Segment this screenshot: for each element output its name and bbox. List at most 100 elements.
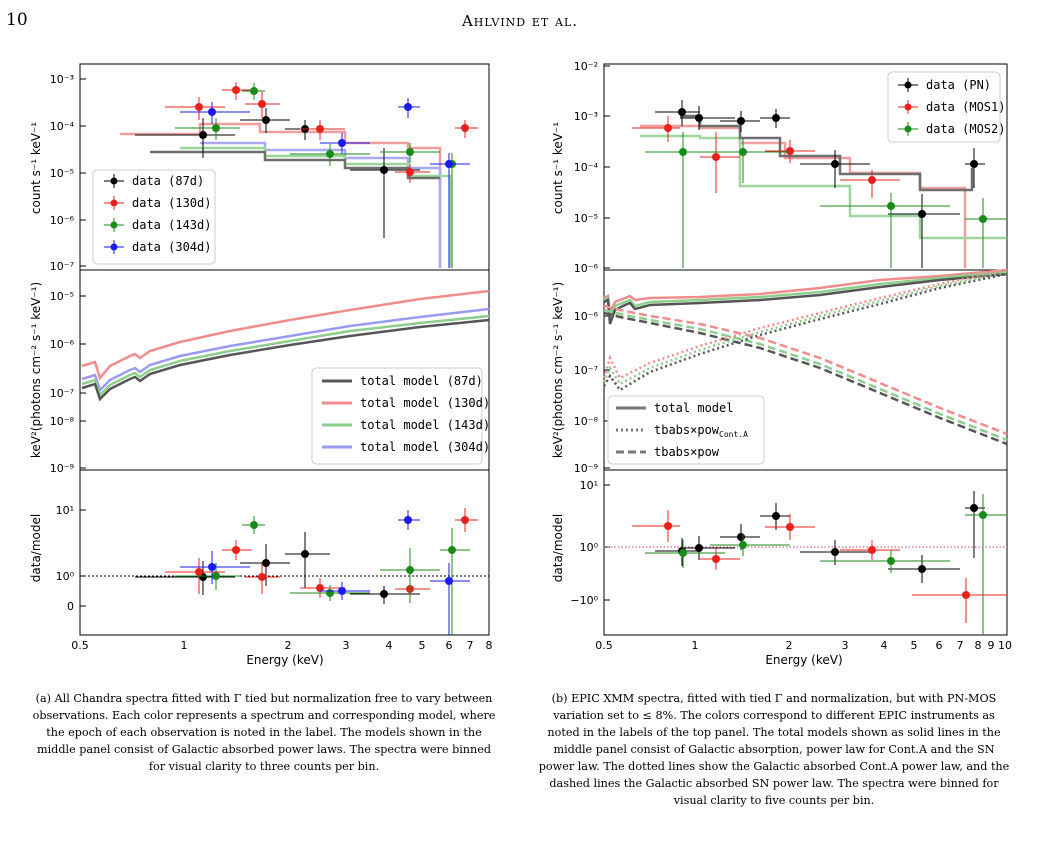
panel-a-ratio-data — [135, 508, 478, 635]
ytick-label: 10⁻³ — [50, 73, 74, 86]
model-curve-87d — [81, 318, 490, 402]
panel-a-data-legend: data (87d) data (130d) data (143d) data … — [92, 169, 216, 265]
panel-b: 10⁻² 10⁻³ 10⁻⁴ 10⁻⁵ 10⁻⁶ 10⁻⁶ 10⁻⁷ 10⁻⁸ … — [551, 60, 1012, 667]
panel-a-xlabel: Energy (keV) — [246, 653, 323, 667]
xtick-label: 0.5 — [71, 639, 89, 652]
xtick-label: 1 — [181, 639, 188, 652]
legend-label: data (MOS2) — [926, 122, 1005, 136]
panel-a-model-legend: total model (87d) total model (130d) tot… — [311, 367, 490, 465]
ytick-label: 10⁻⁷ — [50, 260, 74, 273]
ytick-label: 10⁻⁵ — [574, 212, 598, 225]
model-step-mos2 — [640, 134, 1007, 240]
panel-b-mid-models — [602, 268, 1008, 446]
panel-a-top-ylabel: count s⁻¹ keV⁻¹ — [29, 122, 43, 214]
xtick-label: 9 — [988, 639, 995, 652]
panel-a-mid-ylabel: keV²(photons cm⁻² s⁻¹ keV⁻¹) — [29, 282, 43, 458]
panel-b-mid-ylabel: keV²(photons cm⁻² s⁻¹ keV⁻¹) — [551, 282, 565, 458]
panel-b-top-ylabel: count s⁻¹ keV⁻¹ — [551, 122, 565, 214]
legend-label: total model (130d) — [360, 396, 490, 410]
legend-box — [887, 71, 1001, 143]
legend-box — [311, 367, 483, 465]
ytick-label: 10⁻⁴ — [574, 161, 599, 174]
panel-a: 10⁻³ 10⁻⁴ 10⁻⁵ 10⁻⁶ 10⁻⁷ 10⁻⁵ 10⁻⁶ 10⁻⁷ … — [29, 63, 493, 667]
legend-label: data (130d) — [132, 196, 211, 210]
xtick-label: 2 — [285, 639, 292, 652]
panel-b-top-models — [640, 114, 1007, 268]
panel-a-bot-ylabel: data/model — [29, 514, 43, 582]
panel-a-top-models — [120, 122, 452, 268]
panel-b-bot-frame — [603, 469, 1008, 636]
data-point — [461, 124, 469, 132]
ytick-label: 10⁻⁶ — [50, 214, 75, 227]
xtick-label: 7 — [467, 639, 474, 652]
ytick-label: 10⁻⁶ — [50, 338, 75, 351]
data-point — [404, 103, 412, 111]
xtick-label: 4 — [386, 639, 393, 652]
model-step-304d — [200, 141, 442, 268]
panel-a-mid-yticks: 10⁻⁵ 10⁻⁶ 10⁻⁷ 10⁻⁸ 10⁻⁹ — [50, 290, 86, 475]
xtick-label: 4 — [881, 639, 888, 652]
ytick-label: 10¹ — [580, 479, 598, 492]
xtick-label: 7 — [957, 639, 964, 652]
ytick-label: 10⁰ — [580, 541, 599, 554]
model-curve-304d — [81, 307, 490, 393]
legend-label: total model (304d) — [360, 440, 490, 454]
panel-a-bot-yticks: 10¹ 10⁰ 0 — [56, 504, 86, 613]
ytick-label: 10⁻⁵ — [50, 167, 74, 180]
xtick-label: 6 — [936, 639, 943, 652]
legend-label: total model (87d) — [360, 374, 483, 388]
running-header: 10 Ahlvind et al. — [0, 8, 1040, 32]
panel-b-data-legend: data (PN) data (MOS1) data (MOS2) — [887, 71, 1005, 143]
legend-label: data (MOS1) — [926, 100, 1005, 114]
panel-b-bot-yticks: 10¹ 10⁰ −10⁰ — [570, 479, 610, 607]
data-point — [208, 108, 216, 116]
xtick-label: 3 — [343, 639, 350, 652]
ytick-label: 10⁻⁴ — [50, 120, 75, 133]
data-point — [326, 150, 334, 158]
ytick-label: 10⁻⁹ — [50, 462, 74, 475]
author-header: Ahlvind et al. — [461, 12, 579, 30]
model-conta-pn — [602, 272, 1008, 392]
panel-b-model-legend: total model tbabs×powCont.A tbabs×pow — [607, 395, 765, 465]
xtick-label: 3 — [842, 639, 849, 652]
ytick-label: 10⁻⁷ — [50, 387, 74, 400]
legend-label: tbabs×pow — [654, 445, 720, 459]
model-sn-mos1 — [603, 304, 1008, 436]
ytick-label: 10⁻⁷ — [574, 364, 598, 377]
xtick-label: 8 — [486, 639, 493, 652]
legend-label: data (304d) — [132, 240, 211, 254]
ytick-label: 10⁻⁶ — [574, 262, 599, 275]
data-point — [232, 86, 240, 94]
data-point — [380, 166, 388, 174]
data-point — [262, 116, 270, 124]
model-curve-143d — [81, 314, 490, 398]
panel-b-bot-ylabel: data/model — [551, 514, 565, 582]
data-304d-points — [180, 98, 470, 268]
model-step-87d — [150, 150, 440, 180]
figure: 10⁻³ 10⁻⁴ 10⁻⁵ 10⁻⁶ 10⁻⁷ 10⁻⁵ 10⁻⁶ 10⁻⁷ … — [29, 60, 1012, 667]
panel-a-top-data — [135, 82, 478, 268]
data-point — [212, 124, 220, 132]
panel-b-xlabel: Energy (keV) — [765, 653, 842, 667]
model-sn-pn — [603, 311, 1008, 446]
data-point — [258, 100, 266, 108]
xtick-label: 2 — [786, 639, 793, 652]
model-sn-mos2 — [603, 308, 1008, 442]
model-curve-130d — [81, 289, 490, 381]
ytick-label: 10⁻⁸ — [50, 415, 75, 428]
data-point — [316, 125, 324, 133]
xtick-label: 6 — [446, 639, 453, 652]
data-point — [445, 160, 453, 168]
page-number: 10 — [6, 10, 28, 30]
xtick-label: 5 — [419, 639, 426, 652]
ytick-label: 10⁻⁸ — [574, 415, 599, 428]
model-step-130d — [120, 122, 442, 268]
model-total-pn — [603, 272, 1008, 325]
ytick-label: 10⁻⁶ — [574, 310, 599, 323]
panel-b-ratio-data — [632, 491, 1007, 635]
xtick-label: 0.5 — [595, 639, 613, 652]
data-point — [195, 103, 203, 111]
panel-b-top-data — [632, 100, 1007, 268]
data-point — [338, 139, 346, 147]
data-130d-points — [165, 82, 478, 183]
